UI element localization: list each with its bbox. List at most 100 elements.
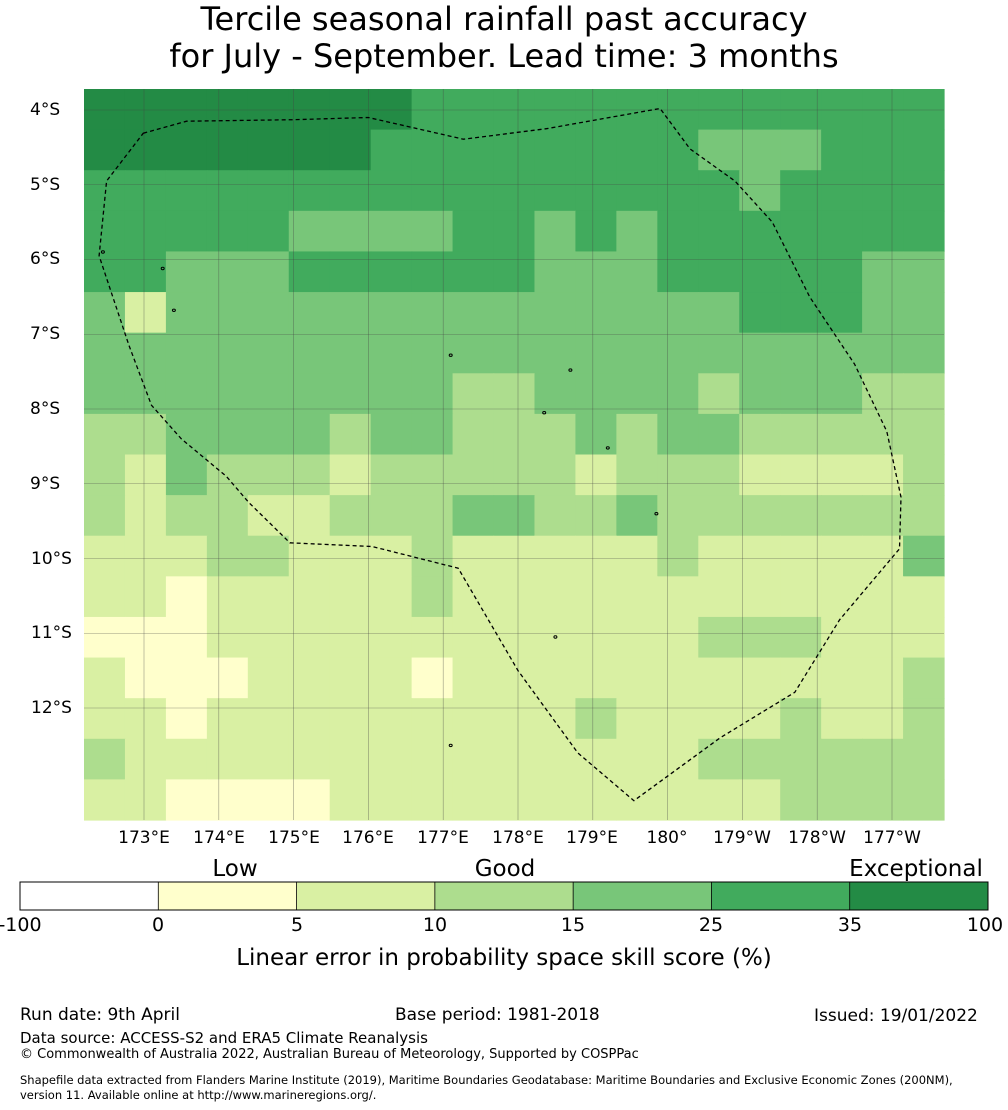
- grid-cell: [698, 616, 740, 659]
- grid-cell: [329, 576, 372, 618]
- grid-cell: [411, 292, 454, 334]
- grid-cell: [821, 454, 863, 496]
- grid-cell: [862, 657, 904, 699]
- skill-score-grid: [84, 89, 945, 821]
- lat-label: 12°S: [31, 698, 72, 718]
- grid-cell: [411, 495, 454, 537]
- grid-cell: [288, 779, 331, 821]
- grid-cell: [575, 576, 617, 618]
- grid-cell: [534, 657, 577, 699]
- grid-cell: [616, 576, 658, 618]
- grid-cell: [698, 454, 740, 496]
- grid-cell: [739, 779, 781, 821]
- grid-cell: [739, 129, 781, 171]
- lat-label: 8°S: [30, 399, 61, 419]
- colorbar-tick-label: -100: [0, 914, 42, 936]
- lat-label: 5°S: [30, 175, 61, 195]
- grid-cell: [862, 454, 904, 496]
- grid-cell: [821, 413, 863, 456]
- grid-cell: [534, 89, 577, 131]
- grid-cell: [493, 210, 536, 253]
- grid-cell: [698, 495, 740, 537]
- grid-cell: [411, 616, 454, 659]
- colorbar-tick-label: 100: [966, 914, 1004, 936]
- colorbar-segment: [573, 882, 712, 910]
- grid-cell: [329, 657, 372, 699]
- grid-cell: [206, 89, 249, 131]
- grid-cell: [575, 251, 617, 293]
- grid-cell: [84, 373, 126, 415]
- grid-cell: [370, 89, 413, 131]
- grid-cell: [575, 292, 617, 334]
- grid-cell: [452, 576, 495, 618]
- legend-category-good: Good: [474, 856, 536, 882]
- lon-label: 175°E: [268, 828, 320, 848]
- grid-cell: [452, 210, 495, 253]
- grid-cell: [452, 616, 495, 659]
- grid-cell: [370, 170, 413, 212]
- grid-cell: [411, 454, 454, 496]
- grid-cell: [780, 373, 822, 415]
- grid-cell: [124, 292, 167, 334]
- grid-cell: [903, 657, 945, 699]
- lat-label: 10°S: [31, 549, 72, 569]
- grid-cell: [206, 616, 249, 659]
- grid-cell: [616, 495, 658, 537]
- grid-cell: [821, 576, 863, 618]
- grid-cell: [739, 292, 781, 334]
- grid-cell: [329, 495, 372, 537]
- colorbar-frame: [19, 881, 989, 911]
- grid-cell: [206, 373, 249, 415]
- grid-cell: [329, 332, 372, 374]
- grid-cell: [698, 535, 740, 577]
- grid-cell: [903, 210, 945, 253]
- grid-cell: [698, 576, 740, 618]
- colorbar-tick-label: 0: [151, 914, 165, 936]
- grid-cell: [84, 413, 126, 456]
- grid-cell: [862, 373, 904, 415]
- grid-cell: [84, 454, 126, 496]
- grid-cell: [84, 251, 126, 293]
- grid-cell: [124, 495, 167, 537]
- grid-cell: [370, 616, 413, 659]
- grid-cell: [821, 779, 863, 821]
- grid-cell: [534, 738, 577, 780]
- grid-cell: [575, 332, 617, 374]
- grid-cell: [452, 454, 495, 496]
- grid-cell: [657, 576, 699, 618]
- grid-cell: [165, 616, 208, 659]
- grid-cell: [780, 251, 822, 293]
- colorbar-title: Linear error in probability space skill …: [236, 945, 772, 971]
- grid-cell: [452, 698, 495, 740]
- grid-cell: [165, 576, 208, 618]
- grid-cell: [862, 129, 904, 171]
- grid-cell: [247, 129, 290, 171]
- grid-cell: [821, 170, 863, 212]
- island-outline: [100, 250, 105, 254]
- grid-cell: [124, 698, 167, 740]
- grid-cell: [452, 657, 495, 699]
- grid-cell: [739, 738, 781, 780]
- lat-label: 4°S: [30, 100, 61, 120]
- grid-cell: [780, 616, 822, 659]
- grid-cell: [698, 373, 740, 415]
- island-outline: [448, 743, 453, 748]
- grid-cell: [780, 129, 822, 171]
- grid-cell: [657, 657, 699, 699]
- grid-cell: [165, 495, 208, 537]
- grid-cell: [288, 535, 331, 577]
- grid-cell: [288, 454, 331, 496]
- grid-cell: [903, 251, 945, 293]
- grid-cell: [329, 738, 372, 780]
- grid-cell: [534, 576, 577, 618]
- grid-cell: [862, 413, 904, 456]
- grid-cell: [534, 251, 577, 293]
- base-period: Base period: 1981-2018: [395, 1005, 600, 1025]
- grid-cell: [411, 129, 454, 171]
- grid-cell: [903, 373, 945, 415]
- grid-cell: [903, 576, 945, 618]
- grid-cell: [739, 251, 781, 293]
- grid-cell: [329, 292, 372, 334]
- grid-cell: [780, 535, 822, 577]
- grid-cell: [616, 535, 658, 577]
